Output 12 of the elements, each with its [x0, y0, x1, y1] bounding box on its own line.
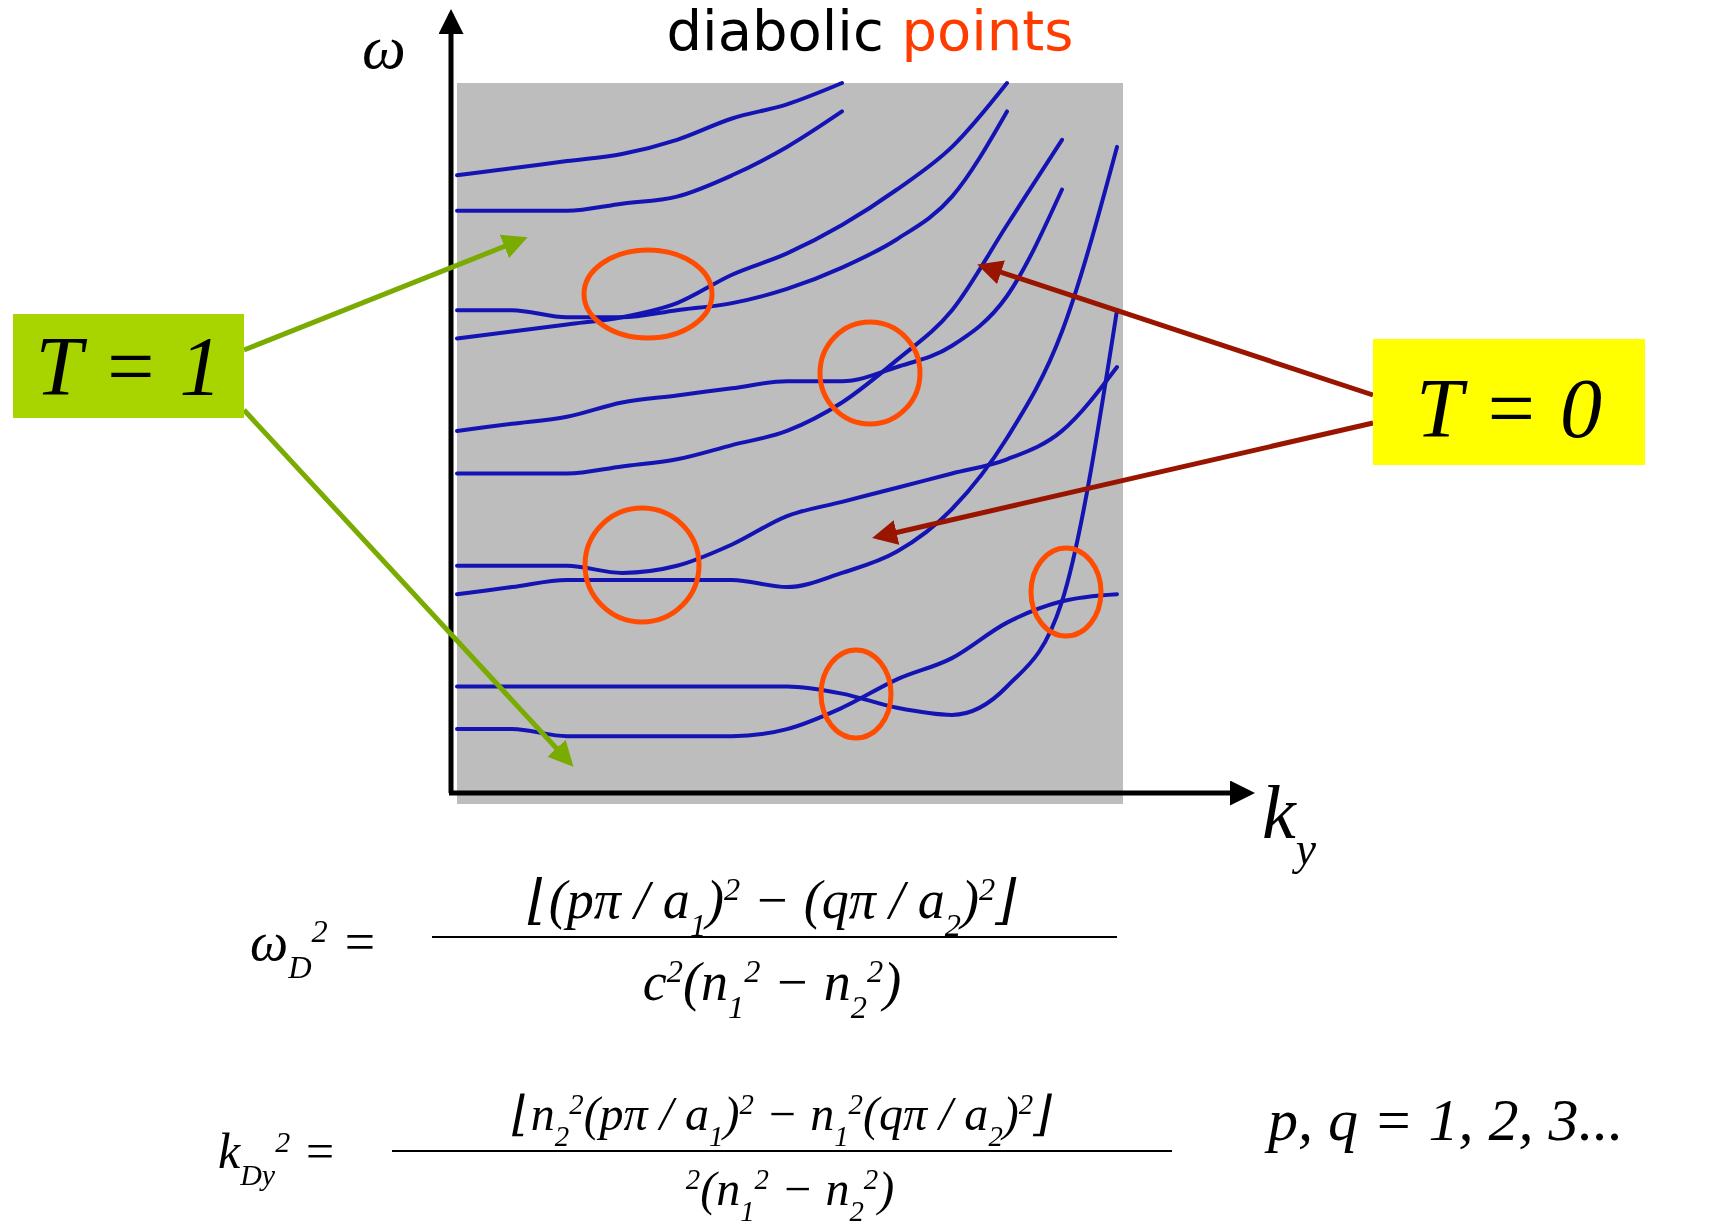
- text: c$^{2}$(n$_{1}$$^{2}$ − n$_{2}$$^{2}$): [642, 952, 902, 1025]
- y-axis-title: ω: [362, 13, 406, 81]
- text: $^{2}$(n$_{1}$$^{2}$ − n$_{2}$$^{2}$): [685, 1162, 895, 1227]
- chart-title: diabolic points: [666, 0, 1074, 63]
- text: T = 0: [1416, 362, 1602, 456]
- text: p, q = 1, 2, 3...: [1264, 1087, 1624, 1153]
- text: T = 1: [35, 320, 222, 414]
- text: ⌊n$_{2}$$^{2}$(pπ / a$_{1}$)$^{2}$ − n$_{1}$$^{2}$(qπ / a$_{2}$)$^{2}$⌋: [512, 1087, 1052, 1152]
- text: ⌊(pπ / a$_{1}$)$^{2}$ − (qπ / a$_{2}$)$^{2}$⌋: [527, 870, 1017, 943]
- text: ω$_{D}$$^{2}$ =: [250, 912, 378, 985]
- x-axis-title: k$_{y}$: [1262, 770, 1317, 874]
- text: k$_{Dy}$$^{2}$ =: [218, 1123, 337, 1191]
